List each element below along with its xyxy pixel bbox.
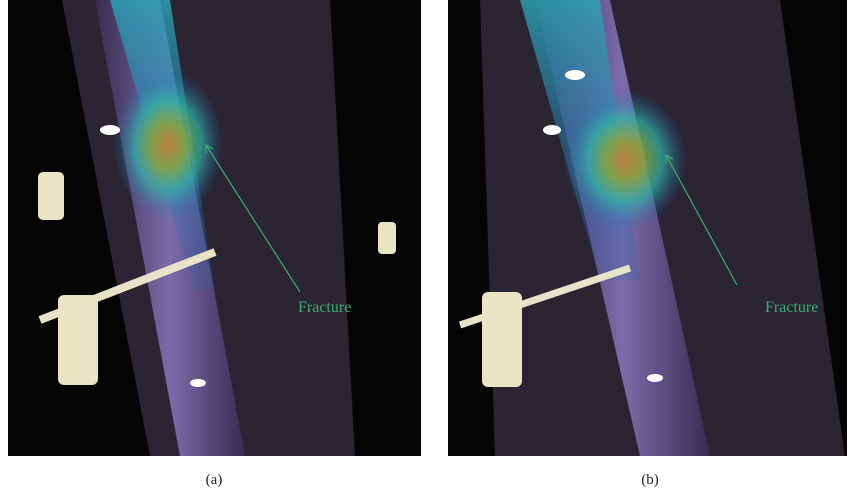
panel-label: (b) <box>641 472 659 488</box>
panel-b: Fracture <box>448 0 847 456</box>
marker <box>190 379 206 387</box>
figure: Fracture Fracture (a) (b) <box>0 0 853 496</box>
annotation: Fracture <box>298 299 351 316</box>
fixator <box>482 292 522 387</box>
fixator <box>58 295 98 385</box>
marker <box>565 70 585 80</box>
panel-a: Fracture <box>8 0 421 456</box>
marker <box>647 374 663 382</box>
marker <box>100 125 120 135</box>
fixator <box>38 172 64 220</box>
marker <box>543 125 561 135</box>
fixator <box>378 222 396 254</box>
annotation: Fracture <box>765 299 818 316</box>
panel-label: (a) <box>206 472 223 488</box>
